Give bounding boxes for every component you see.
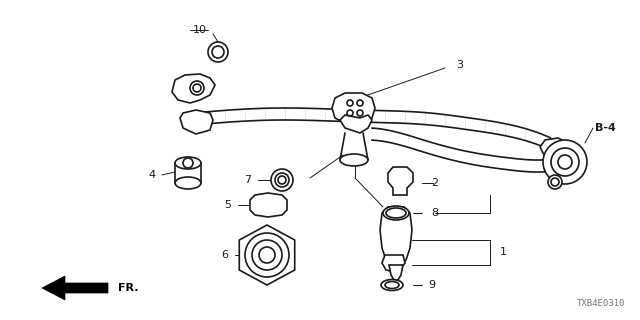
Text: 4: 4	[148, 170, 156, 180]
Polygon shape	[340, 115, 372, 133]
Text: B-4: B-4	[595, 123, 616, 133]
Text: 3: 3	[456, 60, 463, 70]
Ellipse shape	[175, 157, 201, 169]
Circle shape	[252, 240, 282, 270]
Circle shape	[245, 233, 289, 277]
Circle shape	[190, 81, 204, 95]
Circle shape	[208, 42, 228, 62]
Circle shape	[183, 158, 193, 168]
Text: 6: 6	[221, 250, 228, 260]
Text: 1: 1	[500, 247, 507, 257]
Text: 8: 8	[431, 208, 438, 218]
Circle shape	[278, 176, 286, 184]
Circle shape	[357, 100, 363, 106]
Polygon shape	[382, 255, 405, 272]
Polygon shape	[388, 167, 413, 195]
Circle shape	[558, 155, 572, 169]
Circle shape	[271, 169, 293, 191]
Ellipse shape	[175, 177, 201, 189]
Ellipse shape	[383, 206, 409, 220]
Polygon shape	[332, 93, 375, 123]
Circle shape	[548, 175, 562, 189]
Ellipse shape	[381, 279, 403, 291]
Text: FR.: FR.	[118, 283, 138, 293]
Circle shape	[347, 110, 353, 116]
Text: 2: 2	[431, 178, 438, 188]
Ellipse shape	[340, 154, 368, 166]
Polygon shape	[380, 207, 412, 268]
Text: 5: 5	[225, 200, 232, 210]
Circle shape	[347, 100, 353, 106]
Text: TXB4E0310: TXB4E0310	[577, 299, 625, 308]
Polygon shape	[239, 225, 294, 285]
Polygon shape	[250, 193, 287, 217]
Circle shape	[543, 140, 587, 184]
Polygon shape	[389, 265, 403, 280]
Polygon shape	[42, 276, 108, 300]
Polygon shape	[540, 138, 572, 163]
Polygon shape	[180, 110, 213, 134]
Circle shape	[259, 247, 275, 263]
Text: 9: 9	[428, 280, 436, 290]
Text: 10: 10	[193, 25, 207, 35]
Circle shape	[357, 110, 363, 116]
Polygon shape	[172, 74, 215, 103]
Text: 7: 7	[244, 175, 252, 185]
